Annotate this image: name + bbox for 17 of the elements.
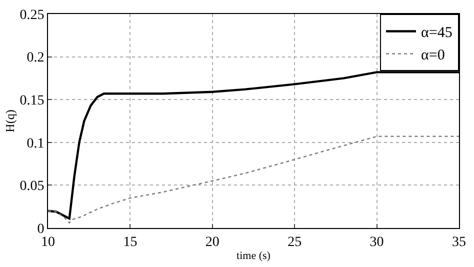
x-tick-label: 15 — [123, 234, 138, 250]
legend-label: α=45 — [421, 25, 452, 42]
y-tick-label: 0.05 — [20, 179, 44, 194]
x-tick-label: 35 — [452, 234, 466, 250]
x-tick-label: 25 — [288, 234, 302, 250]
y-tick-label: 0 — [37, 222, 44, 237]
y-tick-label: 0.15 — [20, 94, 44, 108]
y-tick-label: 0.25 — [20, 8, 44, 23]
legend-label: α=0 — [421, 48, 445, 64]
x-tick-label: 30 — [370, 234, 384, 250]
x-axis-title: time (s) — [236, 250, 271, 262]
x-tick-label: 20 — [205, 234, 220, 250]
y-tick-label: 0.1 — [26, 136, 44, 152]
y-tick-label: 0.2 — [26, 50, 44, 66]
x-tick-label: 10 — [41, 234, 55, 250]
y-axis-title: H(q) — [3, 110, 17, 132]
line-series — [48, 136, 459, 224]
